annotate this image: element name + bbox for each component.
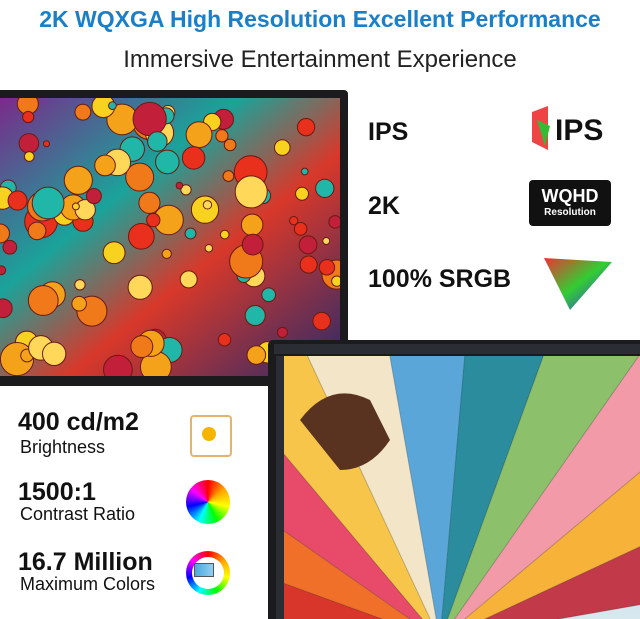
- paint-blob: [318, 259, 336, 276]
- paint-blob: [202, 200, 213, 210]
- paint-blob: [146, 212, 161, 228]
- badge-subtitle: Resolution: [544, 207, 596, 218]
- paint-blob: [161, 248, 172, 260]
- paint-blob: [234, 175, 268, 209]
- paint-blob: [127, 223, 155, 250]
- paint-blob: [222, 170, 235, 182]
- paint-blob: [289, 215, 299, 226]
- paint-blob: [185, 121, 213, 149]
- feature-label: 100% SRGB: [368, 265, 512, 293]
- brightness-icon: [190, 415, 232, 457]
- paint-blob: [296, 117, 316, 137]
- paint-blob: [240, 213, 264, 237]
- paint-blob: [7, 190, 28, 211]
- paint-blob: [244, 304, 266, 327]
- paint-blob: [217, 333, 232, 347]
- ips-badge: IPS: [555, 114, 604, 147]
- paint-blob: [74, 279, 86, 291]
- paint-blob: [293, 222, 308, 236]
- paint-blob: [130, 335, 154, 359]
- paint-blob: [132, 101, 167, 137]
- paint-blob: [71, 295, 87, 312]
- paint-blob: [18, 133, 40, 154]
- spec-value: 400 cd/m2: [18, 408, 139, 436]
- paint-blob: [22, 110, 35, 124]
- spec-label: Contrast Ratio: [20, 504, 136, 524]
- feature-label: 2K: [368, 192, 400, 220]
- paint-blob: [42, 140, 50, 148]
- spec-label: Maximum Colors: [20, 574, 156, 594]
- spec-label: Brightness: [20, 437, 106, 457]
- paint-blob: [246, 345, 267, 365]
- paint-blob: [331, 275, 340, 287]
- fabric-panel: [464, 471, 640, 619]
- paint-blob: [175, 181, 184, 190]
- fabric-panel: [447, 356, 640, 619]
- paint-blob: [71, 202, 80, 211]
- title: 2K WQXGA High Resolution Excellent Perfo…: [39, 6, 601, 32]
- paint-blob: [138, 191, 161, 214]
- paint-blob: [127, 274, 153, 300]
- paint-blob: [180, 184, 192, 196]
- fabric-panel: [483, 546, 640, 619]
- paint-blob: [85, 188, 102, 205]
- paint-blob: [103, 354, 133, 376]
- paint-blob: [273, 139, 291, 156]
- contrast-icon: [186, 480, 230, 524]
- paint-blob: [276, 326, 288, 338]
- paint-blob: [0, 298, 13, 319]
- paint-blob: [241, 233, 264, 256]
- paint-blob: [300, 167, 309, 176]
- paint-blob: [125, 162, 155, 192]
- paint-blob: [322, 237, 331, 246]
- paint-blob: [0, 223, 10, 244]
- paint-blob: [181, 146, 206, 170]
- paint-blob: [63, 165, 93, 195]
- paint-blob: [315, 178, 335, 198]
- paint-blob: [298, 235, 318, 255]
- paint-blob: [219, 229, 230, 240]
- paint-blob: [74, 103, 92, 121]
- badge-title: WQHD: [541, 186, 599, 206]
- fabric-panel: [389, 356, 466, 619]
- paint-blob: [190, 195, 220, 224]
- paint-blob: [312, 311, 331, 331]
- wqhd-badge: WQHD Resolution: [529, 180, 611, 226]
- paint-blob: [41, 341, 67, 367]
- paint-blob: [31, 186, 65, 220]
- paint-blob: [215, 129, 229, 143]
- spec-value: 16.7 Million: [18, 548, 153, 576]
- paint-blob: [0, 265, 7, 276]
- paint-blob: [328, 215, 340, 229]
- paint-blob: [204, 243, 214, 253]
- paint-blob: [147, 131, 168, 152]
- fabric-panel: [441, 356, 544, 619]
- ring-screen: [194, 563, 214, 577]
- paint-blob: [179, 270, 198, 289]
- paint-blob: [23, 151, 35, 162]
- subtitle: Immersive Entertainment Experience: [123, 46, 517, 73]
- paint-blob: [108, 101, 117, 110]
- paint-blob: [184, 227, 197, 240]
- paint-blob: [295, 186, 309, 201]
- spec-value: 1500:1: [18, 478, 96, 506]
- paint-blob: [2, 239, 18, 255]
- paint-blob: [94, 154, 116, 177]
- paint-blob: [27, 285, 59, 316]
- feature-label: IPS: [368, 118, 409, 146]
- paint-blob: [102, 241, 126, 265]
- paint-blob: [299, 255, 318, 274]
- paint-blob: [223, 138, 237, 152]
- paint-blob: [27, 221, 47, 241]
- fabric-panel: [284, 582, 384, 619]
- paint-blob: [261, 287, 277, 303]
- paint-blob: [155, 149, 180, 175]
- colors-icon: [186, 551, 230, 595]
